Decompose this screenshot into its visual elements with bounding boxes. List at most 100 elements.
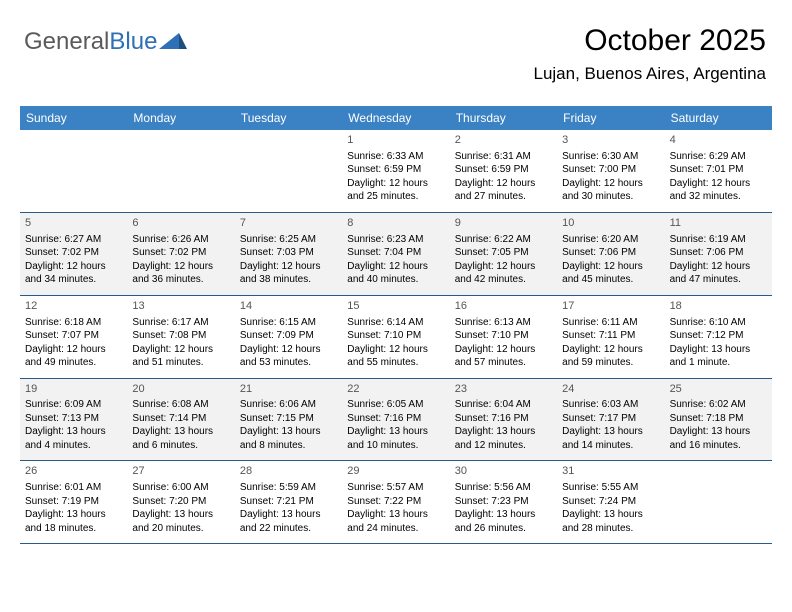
- sunrise-line: Sunrise: 6:14 AM: [347, 316, 444, 330]
- daylight-line: Daylight: 12 hours and 59 minutes.: [562, 343, 659, 370]
- sunset-line: Sunset: 7:21 PM: [240, 495, 337, 509]
- calendar-cell: 20Sunrise: 6:08 AMSunset: 7:14 PMDayligh…: [127, 379, 234, 462]
- daylight-line: Daylight: 12 hours and 55 minutes.: [347, 343, 444, 370]
- day-number: 7: [240, 216, 337, 231]
- empty-cell: [235, 130, 342, 213]
- header-right: October 2025 Lujan, Buenos Aires, Argent…: [534, 24, 767, 84]
- daylight-line: Daylight: 12 hours and 40 minutes.: [347, 260, 444, 287]
- daylight-line: Daylight: 12 hours and 34 minutes.: [25, 260, 122, 287]
- sunset-line: Sunset: 7:02 PM: [132, 246, 229, 260]
- daylight-line: Daylight: 13 hours and 14 minutes.: [562, 425, 659, 452]
- day-number: 14: [240, 299, 337, 314]
- sunset-line: Sunset: 7:07 PM: [25, 329, 122, 343]
- sunset-line: Sunset: 7:09 PM: [240, 329, 337, 343]
- day-number: 16: [455, 299, 552, 314]
- sunrise-line: Sunrise: 6:02 AM: [670, 398, 767, 412]
- day-number: 17: [562, 299, 659, 314]
- sunset-line: Sunset: 7:11 PM: [562, 329, 659, 343]
- day-number: 13: [132, 299, 229, 314]
- logo: GeneralBlue: [24, 28, 187, 56]
- daylight-line: Daylight: 12 hours and 51 minutes.: [132, 343, 229, 370]
- sunset-line: Sunset: 7:01 PM: [670, 163, 767, 177]
- sunrise-line: Sunrise: 6:23 AM: [347, 233, 444, 247]
- sunset-line: Sunset: 7:10 PM: [347, 329, 444, 343]
- empty-cell: [127, 130, 234, 213]
- sunset-line: Sunset: 7:00 PM: [562, 163, 659, 177]
- day-number: 23: [455, 382, 552, 397]
- sunset-line: Sunset: 7:06 PM: [562, 246, 659, 260]
- calendar-grid: SundayMondayTuesdayWednesdayThursdayFrid…: [20, 106, 772, 544]
- sunrise-line: Sunrise: 6:06 AM: [240, 398, 337, 412]
- sunrise-line: Sunrise: 6:27 AM: [25, 233, 122, 247]
- sunrise-line: Sunrise: 6:04 AM: [455, 398, 552, 412]
- calendar-cell: 28Sunrise: 5:59 AMSunset: 7:21 PMDayligh…: [235, 461, 342, 544]
- calendar-cell: 14Sunrise: 6:15 AMSunset: 7:09 PMDayligh…: [235, 296, 342, 379]
- calendar-cell: 6 Sunrise: 6:26 AMSunset: 7:02 PMDaylight…: [127, 213, 234, 296]
- sunset-line: Sunset: 7:13 PM: [25, 412, 122, 426]
- sunrise-line: Sunrise: 5:57 AM: [347, 481, 444, 495]
- sunrise-line: Sunrise: 6:29 AM: [670, 150, 767, 164]
- sunset-line: Sunset: 7:05 PM: [455, 246, 552, 260]
- sunset-line: Sunset: 7:16 PM: [455, 412, 552, 426]
- sunrise-line: Sunrise: 6:22 AM: [455, 233, 552, 247]
- sunrise-line: Sunrise: 6:33 AM: [347, 150, 444, 164]
- logo-triangle-icon: [159, 33, 187, 49]
- empty-cell: [665, 461, 772, 544]
- day-number: 4: [670, 133, 767, 148]
- calendar-cell: 23Sunrise: 6:04 AMSunset: 7:16 PMDayligh…: [450, 379, 557, 462]
- sunset-line: Sunset: 7:22 PM: [347, 495, 444, 509]
- sunset-line: Sunset: 7:12 PM: [670, 329, 767, 343]
- calendar-cell: 9Sunrise: 6:22 AMSunset: 7:05 PMDaylight…: [450, 213, 557, 296]
- calendar-cell: 30Sunrise: 5:56 AMSunset: 7:23 PMDayligh…: [450, 461, 557, 544]
- sunrise-line: Sunrise: 6:03 AM: [562, 398, 659, 412]
- sunrise-line: Sunrise: 6:18 AM: [25, 316, 122, 330]
- day-number: 28: [240, 464, 337, 479]
- sunset-line: Sunset: 7:19 PM: [25, 495, 122, 509]
- calendar-cell: 13Sunrise: 6:17 AMSunset: 7:08 PMDayligh…: [127, 296, 234, 379]
- sunrise-line: Sunrise: 6:20 AM: [562, 233, 659, 247]
- empty-cell: [20, 130, 127, 213]
- calendar-cell: 25Sunrise: 6:02 AMSunset: 7:18 PMDayligh…: [665, 379, 772, 462]
- sunset-line: Sunset: 7:04 PM: [347, 246, 444, 260]
- daylight-line: Daylight: 13 hours and 20 minutes.: [132, 508, 229, 535]
- daylight-line: Daylight: 12 hours and 38 minutes.: [240, 260, 337, 287]
- calendar-cell: 22Sunrise: 6:05 AMSunset: 7:16 PMDayligh…: [342, 379, 449, 462]
- calendar-cell: 3Sunrise: 6:30 AMSunset: 7:00 PMDaylight…: [557, 130, 664, 213]
- daylight-line: Daylight: 12 hours and 53 minutes.: [240, 343, 337, 370]
- day-number: 29: [347, 464, 444, 479]
- day-number: 2: [455, 133, 552, 148]
- calendar-cell: 5Sunrise: 6:27 AMSunset: 7:02 PMDaylight…: [20, 213, 127, 296]
- day-number: 15: [347, 299, 444, 314]
- sunset-line: Sunset: 7:23 PM: [455, 495, 552, 509]
- logo-text: GeneralBlue: [24, 28, 157, 56]
- daylight-line: Daylight: 12 hours and 25 minutes.: [347, 177, 444, 204]
- sunset-line: Sunset: 7:24 PM: [562, 495, 659, 509]
- sunrise-line: Sunrise: 6:00 AM: [132, 481, 229, 495]
- day-number: 21: [240, 382, 337, 397]
- day-number: 22: [347, 382, 444, 397]
- day-number: 1: [347, 133, 444, 148]
- day-number: 26: [25, 464, 122, 479]
- calendar-cell: 1Sunrise: 6:33 AMSunset: 6:59 PMDaylight…: [342, 130, 449, 213]
- calendar-cell: 15 Sunrise: 6:14 AMSunset: 7:10 PMDayligh…: [342, 296, 449, 379]
- daylight-line: Daylight: 13 hours and 10 minutes.: [347, 425, 444, 452]
- sunrise-line: Sunrise: 6:08 AM: [132, 398, 229, 412]
- weekday-header: Sunday: [20, 106, 127, 130]
- logo-part2: Blue: [109, 28, 157, 55]
- daylight-line: Daylight: 13 hours and 12 minutes.: [455, 425, 552, 452]
- day-number: 27: [132, 464, 229, 479]
- sunset-line: Sunset: 7:15 PM: [240, 412, 337, 426]
- daylight-line: Daylight: 12 hours and 27 minutes.: [455, 177, 552, 204]
- daylight-line: Daylight: 12 hours and 30 minutes.: [562, 177, 659, 204]
- daylight-line: Daylight: 12 hours and 36 minutes.: [132, 260, 229, 287]
- sunset-line: Sunset: 7:17 PM: [562, 412, 659, 426]
- sunrise-line: Sunrise: 6:26 AM: [132, 233, 229, 247]
- daylight-line: Daylight: 13 hours and 6 minutes.: [132, 425, 229, 452]
- day-number: 8: [347, 216, 444, 231]
- calendar-cell: 21Sunrise: 6:06 AMSunset: 7:15 PMDayligh…: [235, 379, 342, 462]
- day-number: 6: [132, 216, 229, 231]
- day-number: 20: [132, 382, 229, 397]
- sunset-line: Sunset: 7:08 PM: [132, 329, 229, 343]
- sunrise-line: Sunrise: 5:59 AM: [240, 481, 337, 495]
- daylight-line: Daylight: 12 hours and 57 minutes.: [455, 343, 552, 370]
